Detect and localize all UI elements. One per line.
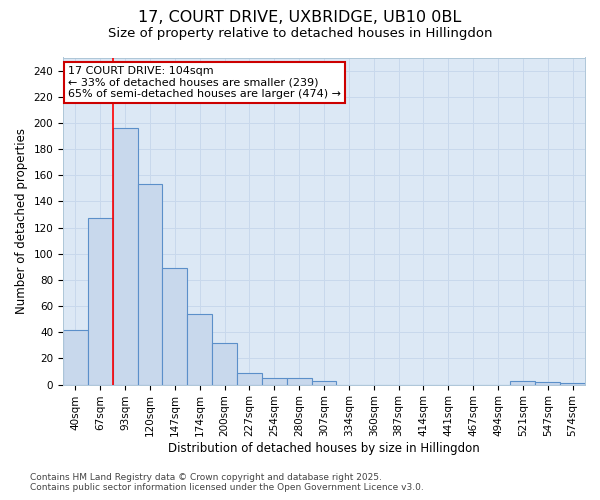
Bar <box>187 314 212 384</box>
Bar <box>262 378 287 384</box>
X-axis label: Distribution of detached houses by size in Hillingdon: Distribution of detached houses by size … <box>168 442 480 455</box>
Bar <box>511 380 535 384</box>
Bar <box>287 378 311 384</box>
Bar <box>535 382 560 384</box>
Bar <box>163 268 187 384</box>
Bar <box>88 218 113 384</box>
Bar <box>237 373 262 384</box>
Bar <box>113 128 137 384</box>
Y-axis label: Number of detached properties: Number of detached properties <box>15 128 28 314</box>
Bar <box>311 380 337 384</box>
Bar <box>63 330 88 384</box>
Text: 17 COURT DRIVE: 104sqm
← 33% of detached houses are smaller (239)
65% of semi-de: 17 COURT DRIVE: 104sqm ← 33% of detached… <box>68 66 341 99</box>
Bar <box>137 184 163 384</box>
Text: 17, COURT DRIVE, UXBRIDGE, UB10 0BL: 17, COURT DRIVE, UXBRIDGE, UB10 0BL <box>139 10 461 25</box>
Bar <box>212 342 237 384</box>
Text: Size of property relative to detached houses in Hillingdon: Size of property relative to detached ho… <box>108 28 492 40</box>
Text: Contains HM Land Registry data © Crown copyright and database right 2025.
Contai: Contains HM Land Registry data © Crown c… <box>30 473 424 492</box>
